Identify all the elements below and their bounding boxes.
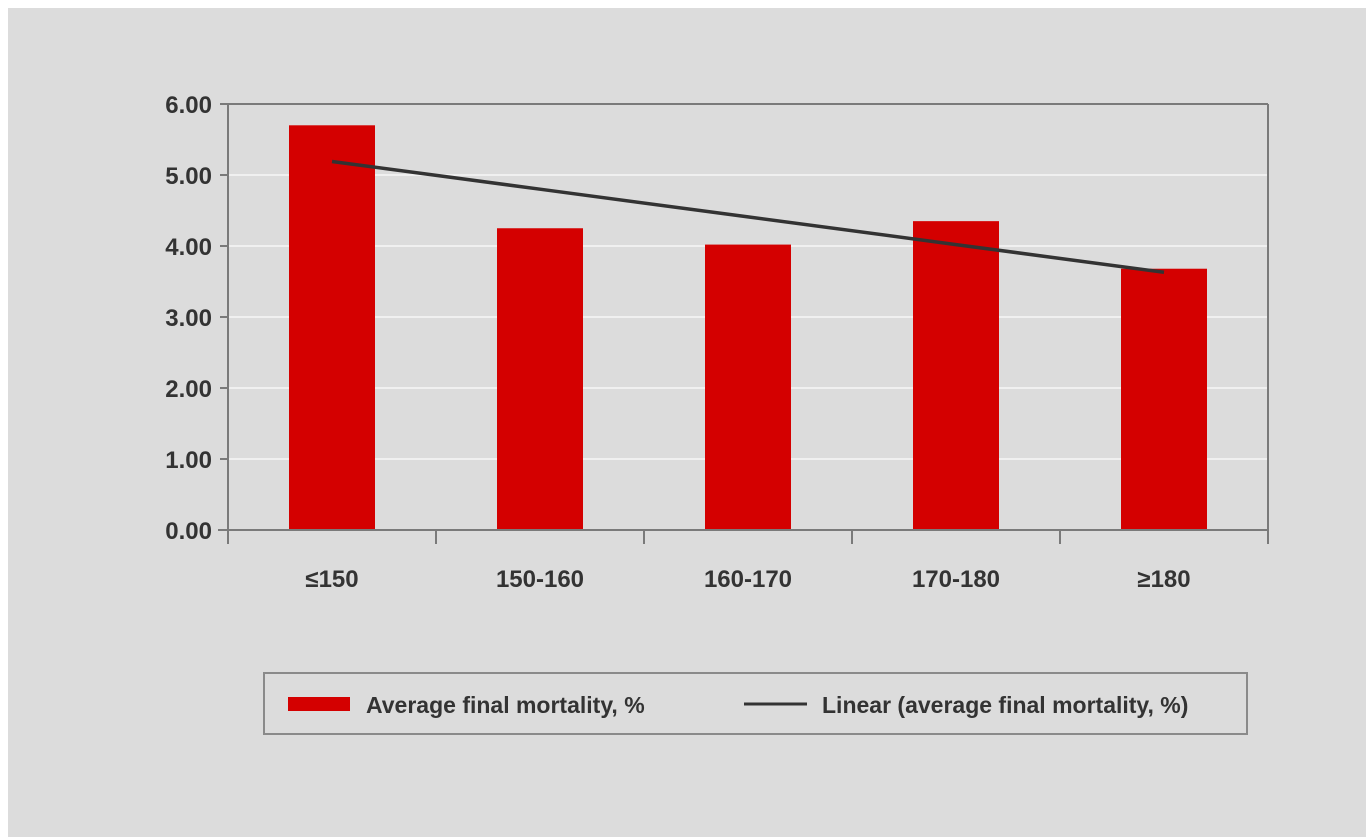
- y-tick-label: 2.00: [165, 376, 212, 403]
- trend-line: [331, 159, 1165, 275]
- y-tick-label: 1.00: [165, 447, 212, 474]
- x-tick-label: ≥180: [1137, 566, 1190, 593]
- y-tick-label: 4.00: [165, 234, 212, 261]
- x-tick-label: 170-180: [912, 566, 1000, 593]
- y-tick-label: 0.00: [165, 518, 212, 545]
- trendline: [331, 159, 1165, 275]
- x-tick-label: 150-160: [496, 566, 584, 593]
- bar-0: [289, 125, 375, 531]
- bar-2: [705, 244, 791, 530]
- x-tick-label: ≤150: [305, 566, 358, 593]
- bar-4: [1121, 268, 1207, 530]
- legend-label-bar: Average final mortality, %: [366, 692, 645, 718]
- legend-swatch-bar: [288, 697, 350, 711]
- y-tick-labels: 0.00 1.00 2.00 3.00 4.00 5.00 6.00: [165, 92, 212, 545]
- bar-3: [913, 221, 999, 530]
- x-tick-labels: ≤150 150-160 160-170 170-180 ≥180: [305, 566, 1190, 593]
- y-tick-label: 6.00: [165, 92, 212, 119]
- axes: [218, 103, 1269, 544]
- y-tick-label: 3.00: [165, 305, 212, 332]
- x-tick-label: 160-170: [704, 566, 792, 593]
- legend: Average final mortality, % Linear (avera…: [263, 672, 1248, 735]
- bar-1: [497, 228, 583, 530]
- legend-label-line: Linear (average final mortality, %): [822, 692, 1188, 718]
- bars: [289, 125, 1207, 531]
- y-tick-label: 5.00: [165, 163, 212, 190]
